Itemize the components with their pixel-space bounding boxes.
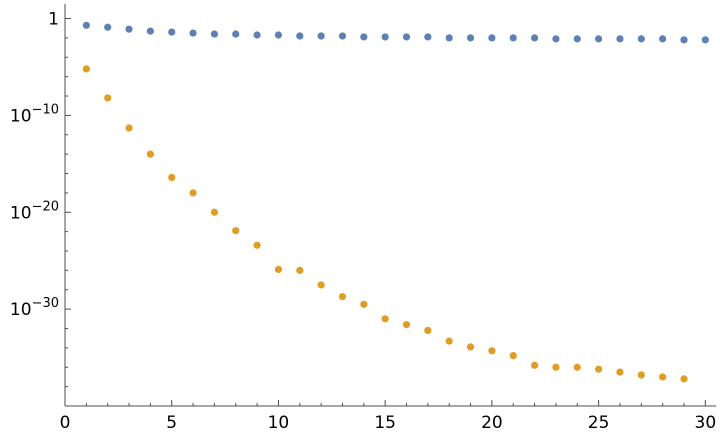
data-point (466, 34, 475, 42)
data-point (466, 343, 475, 351)
data-point (104, 23, 112, 31)
data-point (573, 363, 581, 371)
x-tick-label: 15 (374, 413, 396, 433)
series-2 (82, 65, 688, 383)
data-point (146, 27, 154, 35)
data-point (616, 368, 624, 376)
data-point (552, 35, 560, 43)
data-point (338, 32, 347, 40)
data-point (659, 35, 667, 43)
data-point (445, 34, 453, 42)
data-point (146, 150, 154, 158)
data-point (381, 315, 389, 323)
data-point (189, 189, 197, 197)
data-point (232, 227, 240, 235)
data-point (637, 35, 645, 43)
y-tick-label: 10−10 (10, 102, 59, 126)
data-point (317, 281, 325, 289)
data-point (274, 31, 283, 39)
y-tick-power: −10 (32, 102, 59, 117)
data-point (595, 365, 603, 373)
data-point (125, 25, 133, 33)
data-point (402, 321, 411, 329)
data-point (82, 21, 90, 29)
data-point (552, 363, 560, 371)
x-tick-label: 30 (695, 413, 717, 433)
data-point (360, 33, 368, 41)
data-point (82, 65, 90, 73)
data-points (82, 21, 709, 383)
data-point (338, 292, 347, 301)
y-tick-power: −20 (32, 199, 59, 214)
data-point (168, 28, 176, 36)
data-point (424, 33, 432, 41)
data-point (530, 34, 539, 42)
data-point (509, 352, 517, 360)
data-point (296, 266, 304, 274)
data-point (509, 34, 517, 42)
data-point (168, 173, 176, 181)
data-point (253, 241, 261, 249)
data-point (232, 30, 240, 38)
data-point (701, 36, 709, 44)
x-tick-label: 25 (588, 413, 610, 433)
y-tick-base: 10 (10, 203, 32, 223)
data-point (616, 35, 624, 43)
data-point (659, 373, 667, 381)
data-point (210, 30, 219, 38)
y-tick-power: −30 (32, 296, 59, 311)
data-point (402, 33, 411, 41)
data-point (125, 124, 133, 132)
data-point (296, 32, 304, 40)
y-tick-base: 10 (10, 106, 32, 126)
data-point (680, 36, 688, 44)
data-point (637, 371, 645, 379)
series-1 (82, 21, 709, 44)
x-tick-label: 10 (268, 413, 290, 433)
data-point (381, 33, 389, 41)
x-tick-label: 5 (166, 413, 177, 433)
data-point (104, 94, 112, 102)
y-tick-label: 10−20 (10, 199, 59, 223)
data-point (488, 347, 496, 355)
data-point (274, 265, 283, 274)
data-point (317, 32, 325, 40)
data-point (595, 35, 603, 43)
data-point (573, 35, 581, 43)
y-tick-label: 10−30 (10, 296, 59, 320)
data-point (488, 34, 496, 42)
data-point (680, 375, 688, 383)
data-point (530, 361, 539, 369)
x-tick-label: 0 (60, 413, 71, 433)
x-tick-label: 20 (481, 413, 503, 433)
data-point (253, 31, 261, 39)
data-point (445, 337, 453, 345)
data-point (424, 326, 432, 335)
y-tick-base: 10 (10, 300, 32, 320)
y-tick-label: 1 (48, 10, 59, 30)
data-point (360, 300, 368, 308)
data-point (210, 208, 219, 216)
data-point (189, 29, 197, 37)
